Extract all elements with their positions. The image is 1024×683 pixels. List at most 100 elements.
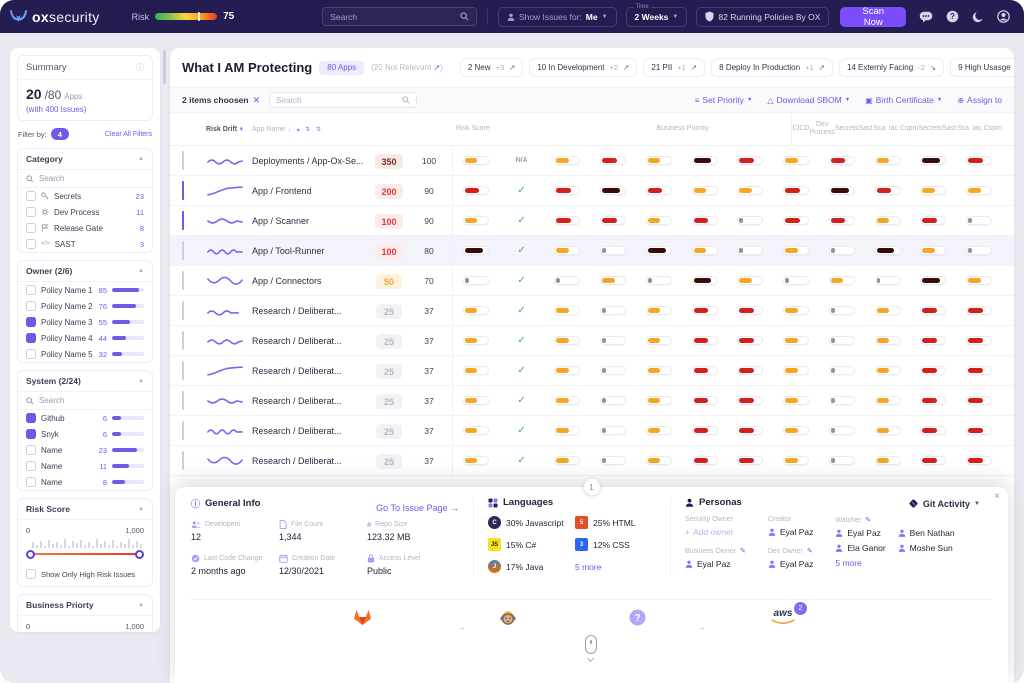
persona-person[interactable]: Moshe Sun [898, 543, 955, 553]
info-icon[interactable]: ⓘ [136, 63, 144, 72]
high-risk-only-checkbox[interactable] [26, 569, 36, 579]
column-header-devprocess[interactable]: Dev Process [809, 120, 835, 136]
checkbox[interactable] [26, 461, 36, 471]
row-checkbox[interactable] [182, 300, 184, 320]
panel-handle-badge[interactable]: 1 [583, 479, 600, 495]
owner-item[interactable]: Policy Name 4 44 [18, 330, 152, 346]
checkbox[interactable] [26, 429, 36, 439]
high-risk-only-checkbox-row[interactable]: Show Only High Risk Issues [18, 568, 152, 586]
persona-person[interactable]: Ben Nathan [898, 528, 955, 538]
app-name-link[interactable]: Research / Deliberat... [252, 395, 342, 406]
slider-knob-max[interactable] [135, 550, 144, 559]
system-item[interactable]: Snyk 6 [18, 426, 152, 442]
column-header-risk-score[interactable]: Risk Score [455, 124, 490, 132]
gitlab-icon[interactable] [353, 609, 372, 631]
system-search[interactable] [18, 392, 152, 410]
app-name-link[interactable]: App / Connectors [252, 275, 322, 286]
column-header-sca[interactable]: Sca [956, 124, 970, 132]
column-header-sca[interactable]: Sca [873, 124, 886, 132]
personas-more-link[interactable]: 5 more [835, 558, 862, 568]
category-item[interactable]: Release Gate 8 [18, 220, 152, 236]
app-name-link[interactable]: Research / Deliberat... [252, 425, 342, 436]
checkbox[interactable] [26, 285, 36, 295]
column-header-app-name[interactable]: App Name ↓ ▴ ⇅ ⇅ [252, 125, 324, 133]
action-birth-certificate[interactable]: ▣ Birth Certificate ▼ [865, 95, 942, 105]
table-row[interactable]: App / Tool-Runner 100 80 ✓ [170, 236, 1014, 266]
add-owner-link[interactable]: + Add owner [685, 527, 746, 537]
column-header-secrets[interactable]: Secrets [834, 124, 859, 132]
sort-icon[interactable]: ▲ ▼ [239, 124, 244, 132]
checkbox[interactable] [26, 333, 36, 343]
row-checkbox[interactable] [182, 390, 184, 410]
persona-person[interactable]: Eyal Paz [685, 559, 746, 569]
row-checkbox[interactable] [182, 210, 184, 230]
owner-item[interactable]: Policy Name 2 76 [18, 298, 152, 314]
row-checkbox[interactable] [182, 420, 184, 440]
dark-mode-moon-icon[interactable] [972, 11, 984, 23]
go-to-issue-page-link[interactable]: Go To Issue Page → [376, 502, 459, 513]
app-name-link[interactable]: Deployments / App-Ox-Se... [252, 155, 364, 166]
apps-issues-link[interactable]: (with 400 Issues) [26, 105, 87, 114]
column-header-iac[interactable]: Iac [888, 124, 898, 132]
checkbox[interactable] [26, 413, 36, 423]
apps-count-badge[interactable]: 80 Apps [319, 60, 365, 75]
edit-icon[interactable]: ✎ [806, 548, 813, 555]
app-name-link[interactable]: Research / Deliberat... [252, 455, 342, 466]
app-name-link[interactable]: App / Tool-Runner [252, 245, 325, 256]
row-checkbox[interactable] [182, 180, 184, 200]
system-item[interactable]: Name 11 [18, 458, 152, 474]
chat-icon[interactable] [919, 11, 933, 23]
app-name-link[interactable]: Research / Deliberat... [252, 365, 342, 376]
category-item[interactable]: Dev Process 11 [18, 204, 152, 220]
row-checkbox[interactable] [182, 360, 184, 380]
unknown-integration-icon[interactable]: ? [629, 609, 646, 631]
global-search[interactable] [322, 7, 478, 26]
git-activity-dropdown[interactable]: Git Activity ▼ [908, 498, 980, 509]
app-name-link[interactable]: App / Scanner [252, 215, 310, 226]
column-header-risk-drift[interactable]: Risk Drift ▲ ▼ [206, 124, 244, 133]
stat-chip[interactable]: 10 In Development +2 ↗ [529, 58, 638, 77]
checkbox[interactable] [26, 239, 36, 249]
column-header-cspm[interactable]: Cspm [900, 124, 919, 132]
brand[interactable]: oxsecurity [10, 9, 100, 25]
stat-chip[interactable]: 21 PII +1 ↗ [643, 58, 706, 77]
time-range-dropdown[interactable]: Time 2 Weeks ▼ [625, 3, 688, 27]
app-name-link[interactable]: Research / Deliberat... [252, 305, 342, 316]
help-icon[interactable]: ? [946, 10, 959, 23]
scrollbar-thumb[interactable] [163, 50, 166, 84]
clear-selection-icon[interactable]: ✕ [252, 94, 261, 105]
table-row[interactable]: Research / Deliberat... 25 37 ✓ [170, 446, 1014, 476]
languages-more-link[interactable]: 5 more [575, 560, 656, 573]
checkbox[interactable] [26, 191, 36, 201]
system-item[interactable]: Github 6 [18, 410, 152, 426]
slider-knob-min[interactable] [26, 550, 35, 559]
user-avatar-icon[interactable] [997, 10, 1010, 23]
row-checkbox[interactable] [182, 240, 184, 260]
owner-item[interactable]: Policy Name 1 85 [18, 282, 152, 298]
column-header-business-priority[interactable]: Business Priority [656, 124, 709, 132]
category-search[interactable] [18, 170, 152, 188]
running-policies-chip[interactable]: 82 Running Policies By OX [696, 6, 830, 27]
row-checkbox[interactable] [182, 450, 184, 470]
checkbox[interactable] [26, 445, 36, 455]
owner-item[interactable]: Policy Name 3 55 [18, 314, 152, 330]
checkbox[interactable] [26, 317, 36, 327]
row-checkbox[interactable] [182, 330, 184, 350]
system-section-header[interactable]: System (2/24) ▲ [18, 371, 152, 392]
monkey-icon[interactable] [499, 609, 517, 632]
stat-chip[interactable]: 9 High Usasge+3↗ [950, 58, 1014, 77]
app-name-link[interactable]: Research / Deliberat... [252, 335, 342, 346]
checkbox[interactable] [26, 477, 36, 487]
table-row[interactable]: Research / Deliberat... 25 37 ✓ [170, 296, 1014, 326]
column-header-cicd[interactable]: CICD [792, 124, 810, 132]
system-item[interactable]: Name 23 [18, 442, 152, 458]
persona-person[interactable]: Ela Ganor [835, 543, 886, 553]
table-search[interactable] [269, 92, 418, 108]
column-header-iac[interactable]: Iac [972, 124, 982, 132]
persona-person[interactable]: Eyal Paz [768, 559, 813, 569]
stat-chip[interactable]: 2 New +3 ↗ [459, 58, 524, 77]
table-row[interactable]: Research / Deliberat... 25 37 ✓ [170, 386, 1014, 416]
table-row[interactable]: Deployments / App-Ox-Se... 350 100 N/A [170, 146, 1014, 176]
checkbox[interactable] [26, 349, 36, 359]
edit-icon[interactable]: ✎ [739, 548, 746, 555]
